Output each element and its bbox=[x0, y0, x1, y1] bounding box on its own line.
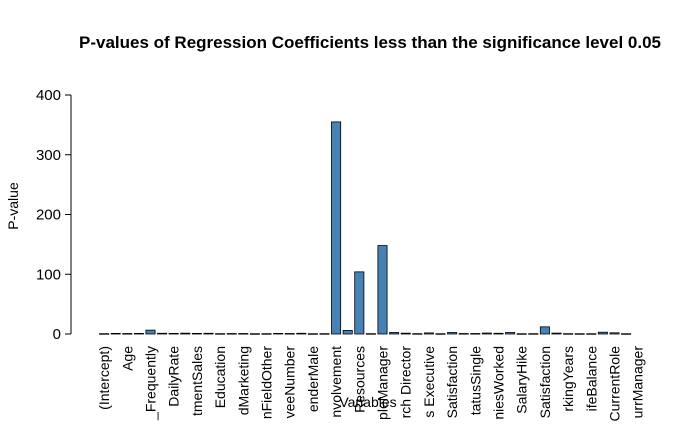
x-tick-label: dMarketing bbox=[235, 346, 251, 415]
bar bbox=[354, 271, 365, 335]
x-tick-label: Satisfaction bbox=[444, 346, 460, 418]
bar bbox=[145, 329, 156, 335]
bar bbox=[307, 333, 318, 335]
bar bbox=[319, 333, 330, 335]
bar bbox=[296, 332, 307, 335]
bar bbox=[389, 332, 400, 335]
bar bbox=[157, 332, 168, 335]
bar bbox=[238, 333, 249, 335]
bar bbox=[447, 332, 458, 335]
bar bbox=[528, 333, 539, 335]
bar bbox=[563, 333, 574, 335]
bar bbox=[226, 333, 237, 335]
x-tick-label: enderMale bbox=[305, 346, 321, 412]
bar bbox=[586, 333, 597, 335]
bar bbox=[133, 332, 144, 335]
x-tick-label: urrManager bbox=[630, 346, 646, 419]
bar bbox=[516, 333, 527, 335]
bar bbox=[597, 331, 608, 335]
x-category-labels: (Intercept) Age _Frequently DailyRate tmentS… bbox=[96, 346, 646, 422]
bar bbox=[493, 332, 504, 335]
x-tick-label: veeNumber bbox=[282, 346, 298, 419]
x-tick-label: Satisfaction bbox=[537, 346, 553, 418]
bar bbox=[249, 333, 260, 335]
x-tick-label: (Intercept) bbox=[96, 346, 112, 410]
bar bbox=[574, 333, 585, 335]
x-tick-label: _Frequently bbox=[143, 346, 159, 421]
bar bbox=[180, 332, 191, 335]
bar bbox=[331, 121, 342, 335]
bar bbox=[284, 333, 295, 335]
x-tick-label: nFieldOther bbox=[259, 346, 275, 419]
y-tick-label: 300 bbox=[36, 147, 61, 164]
y-axis-ticks: 0 100 200 300 400 bbox=[36, 87, 71, 343]
bar bbox=[435, 333, 446, 335]
bars-group bbox=[99, 121, 632, 335]
x-tick-label: Education bbox=[212, 346, 228, 408]
bar bbox=[423, 332, 434, 335]
y-tick-label: 200 bbox=[36, 207, 61, 224]
bar bbox=[273, 332, 284, 335]
bar bbox=[551, 332, 562, 335]
x-tick-label: Resources bbox=[351, 346, 367, 413]
bar bbox=[621, 333, 632, 335]
x-tick-label: ifeBalance bbox=[583, 346, 599, 412]
x-axis-label: Variables bbox=[339, 394, 396, 410]
bar bbox=[191, 332, 202, 335]
x-tick-label: tmentSales bbox=[189, 346, 205, 416]
bar bbox=[342, 330, 353, 335]
bar bbox=[122, 333, 133, 335]
bar bbox=[400, 332, 411, 335]
bar bbox=[609, 332, 620, 335]
bar bbox=[412, 333, 423, 335]
bar bbox=[470, 333, 481, 335]
x-tick-label: niesWorked bbox=[491, 346, 507, 420]
bar bbox=[365, 333, 376, 335]
bar bbox=[110, 332, 121, 335]
x-tick-label: tatusSingle bbox=[467, 346, 483, 415]
y-tick-label: 400 bbox=[36, 87, 61, 104]
bar bbox=[458, 333, 469, 335]
bar bbox=[215, 333, 226, 335]
x-tick-label: pleManager bbox=[375, 346, 391, 420]
y-tick-label: 0 bbox=[53, 326, 61, 343]
x-tick-label: rch Director bbox=[398, 346, 414, 419]
bar bbox=[539, 326, 550, 335]
x-tick-label: SalaryHike bbox=[514, 346, 530, 414]
x-tick-label: DailyRate bbox=[166, 346, 182, 407]
bar bbox=[377, 245, 388, 335]
x-tick-label: s Executive bbox=[421, 346, 437, 418]
x-tick-label: CurrentRole bbox=[607, 346, 623, 422]
bar bbox=[203, 332, 214, 335]
bar bbox=[99, 333, 110, 335]
chart-title: P-values of Regression Coefficients less… bbox=[79, 33, 661, 52]
y-axis-label: P-value bbox=[5, 182, 21, 230]
bar bbox=[481, 332, 492, 335]
bar bbox=[261, 333, 272, 335]
x-tick-label: rkingYears bbox=[560, 346, 576, 412]
bar bbox=[505, 332, 516, 335]
y-tick-label: 100 bbox=[36, 266, 61, 283]
x-tick-label: nvolvement bbox=[328, 346, 344, 418]
x-tick-label: Age bbox=[119, 346, 135, 371]
bar bbox=[168, 332, 179, 335]
